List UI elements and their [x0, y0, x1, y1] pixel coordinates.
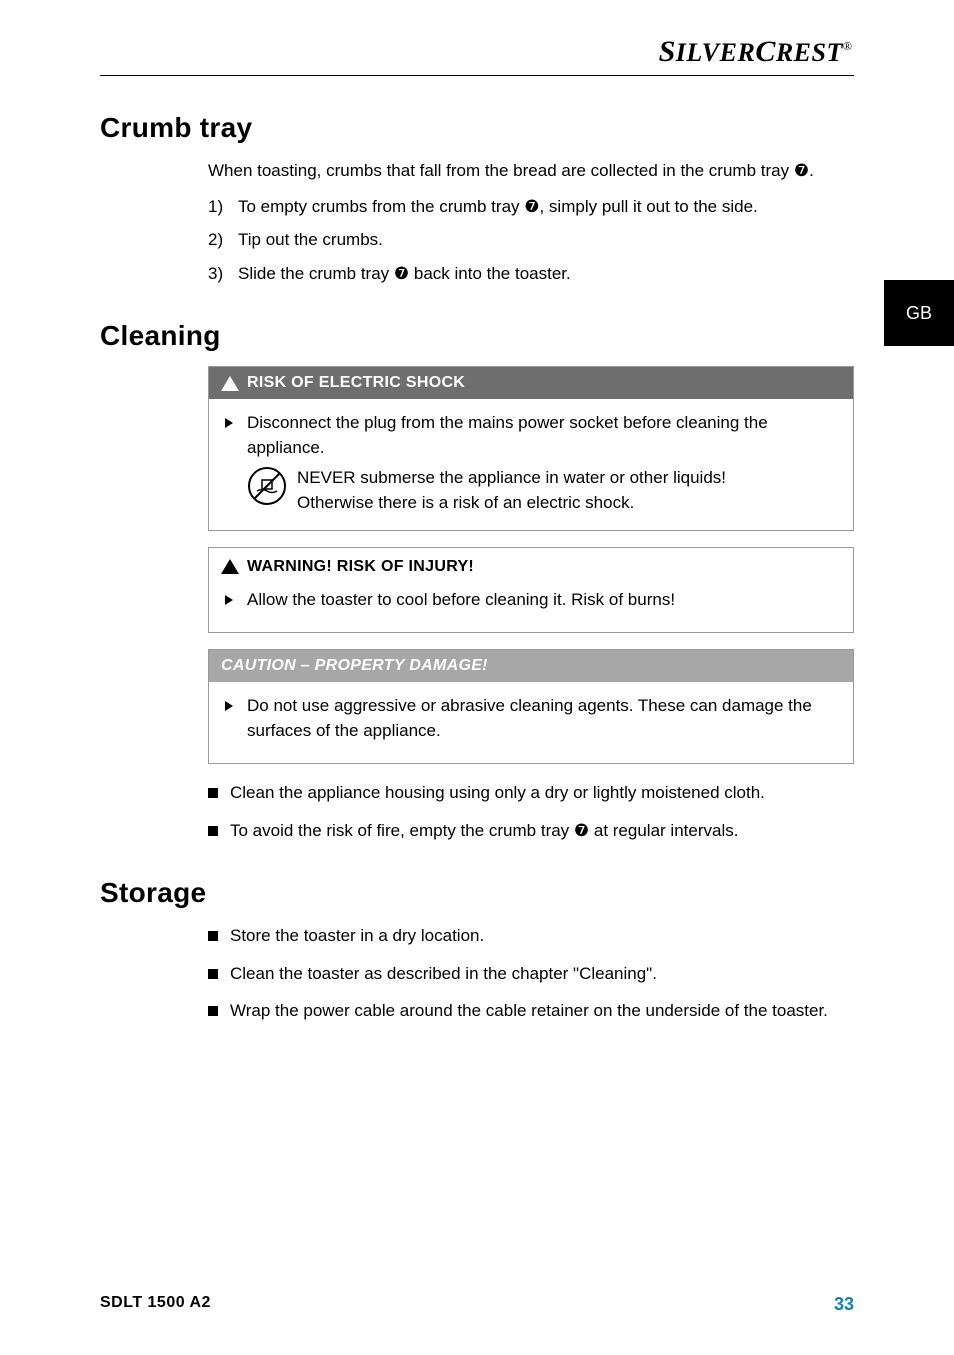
- list-item-text: Do not use aggressive or abrasive cleani…: [247, 694, 837, 743]
- no-submerse-icon: [247, 466, 287, 506]
- crumb-step: 2) Tip out the crumbs.: [208, 227, 854, 253]
- storage-list: Store the toaster in a dry location. Cle…: [208, 923, 854, 1024]
- step-text: Tip out the crumbs.: [238, 227, 383, 253]
- icon-text-line: Otherwise there is a risk of an electric…: [297, 491, 726, 516]
- list-item-text: Allow the toaster to cool before cleanin…: [247, 588, 675, 613]
- box-header: CAUTION – PROPERTY DAMAGE!: [209, 650, 853, 682]
- step-number: 1): [208, 194, 238, 220]
- list-item-text: Clean the appliance housing using only a…: [230, 780, 765, 806]
- box-header-text: CAUTION – PROPERTY DAMAGE!: [221, 657, 488, 675]
- warning-injury-box: WARNING! RISK OF INJURY! Allow the toast…: [208, 547, 854, 634]
- brand-logo: SILVERCREST®: [100, 35, 854, 69]
- icon-text-line: NEVER submerse the appliance in water or…: [297, 466, 726, 491]
- crumb-intro: When toasting, crumbs that fall from the…: [208, 158, 854, 184]
- step-text: To empty crumbs from the crumb tray ❼, s…: [238, 194, 758, 220]
- list-item: Disconnect the plug from the mains power…: [225, 411, 837, 460]
- list-item-text: Disconnect the plug from the mains power…: [247, 411, 837, 460]
- list-item: Clean the toaster as described in the ch…: [208, 961, 854, 987]
- section-title-storage: Storage: [100, 877, 854, 909]
- list-item: Allow the toaster to cool before cleanin…: [225, 588, 837, 613]
- no-liquid-warning: NEVER submerse the appliance in water or…: [247, 466, 837, 515]
- step-text: Slide the crumb tray ❼ back into the toa…: [238, 261, 571, 287]
- list-item: Clean the appliance housing using only a…: [208, 780, 854, 806]
- box-header-text: RISK OF ELECTRIC SHOCK: [247, 374, 465, 392]
- list-item: Do not use aggressive or abrasive cleani…: [225, 694, 837, 743]
- list-item-text: Wrap the power cable around the cable re…: [230, 998, 828, 1024]
- footer-page-number: 33: [834, 1294, 854, 1315]
- box-header-text: WARNING! RISK OF INJURY!: [247, 558, 474, 576]
- box-header: WARNING! RISK OF INJURY!: [209, 548, 853, 576]
- list-item: To avoid the risk of fire, empty the cru…: [208, 818, 854, 844]
- square-bullet-icon: [208, 780, 230, 806]
- caution-property-box: CAUTION – PROPERTY DAMAGE! Do not use ag…: [208, 649, 854, 764]
- triangle-bullet-icon: [225, 694, 247, 743]
- list-item-text: Store the toaster in a dry location.: [230, 923, 484, 949]
- triangle-bullet-icon: [225, 588, 247, 613]
- page-footer: SDLT 1500 A2 33: [100, 1294, 854, 1315]
- square-bullet-icon: [208, 961, 230, 987]
- square-bullet-icon: [208, 818, 230, 844]
- step-number: 2): [208, 227, 238, 253]
- warning-triangle-icon: [221, 559, 239, 574]
- warning-triangle-icon: [221, 376, 239, 391]
- footer-model: SDLT 1500 A2: [100, 1294, 211, 1315]
- crumb-step: 1) To empty crumbs from the crumb tray ❼…: [208, 194, 854, 220]
- risk-electric-shock-box: RISK OF ELECTRIC SHOCK Disconnect the pl…: [208, 366, 854, 531]
- cleaning-post-list: Clean the appliance housing using only a…: [208, 780, 854, 843]
- triangle-bullet-icon: [225, 411, 247, 460]
- list-item: Store the toaster in a dry location.: [208, 923, 854, 949]
- list-item: Wrap the power cable around the cable re…: [208, 998, 854, 1024]
- box-header: RISK OF ELECTRIC SHOCK: [209, 367, 853, 399]
- crumb-step: 3) Slide the crumb tray ❼ back into the …: [208, 261, 854, 287]
- section-title-crumb-tray: Crumb tray: [100, 112, 854, 144]
- list-item-text: To avoid the risk of fire, empty the cru…: [230, 818, 738, 844]
- square-bullet-icon: [208, 923, 230, 949]
- section-title-cleaning: Cleaning: [100, 320, 854, 352]
- language-tab: GB: [884, 280, 954, 346]
- list-item-text: Clean the toaster as described in the ch…: [230, 961, 657, 987]
- step-number: 3): [208, 261, 238, 287]
- square-bullet-icon: [208, 998, 230, 1024]
